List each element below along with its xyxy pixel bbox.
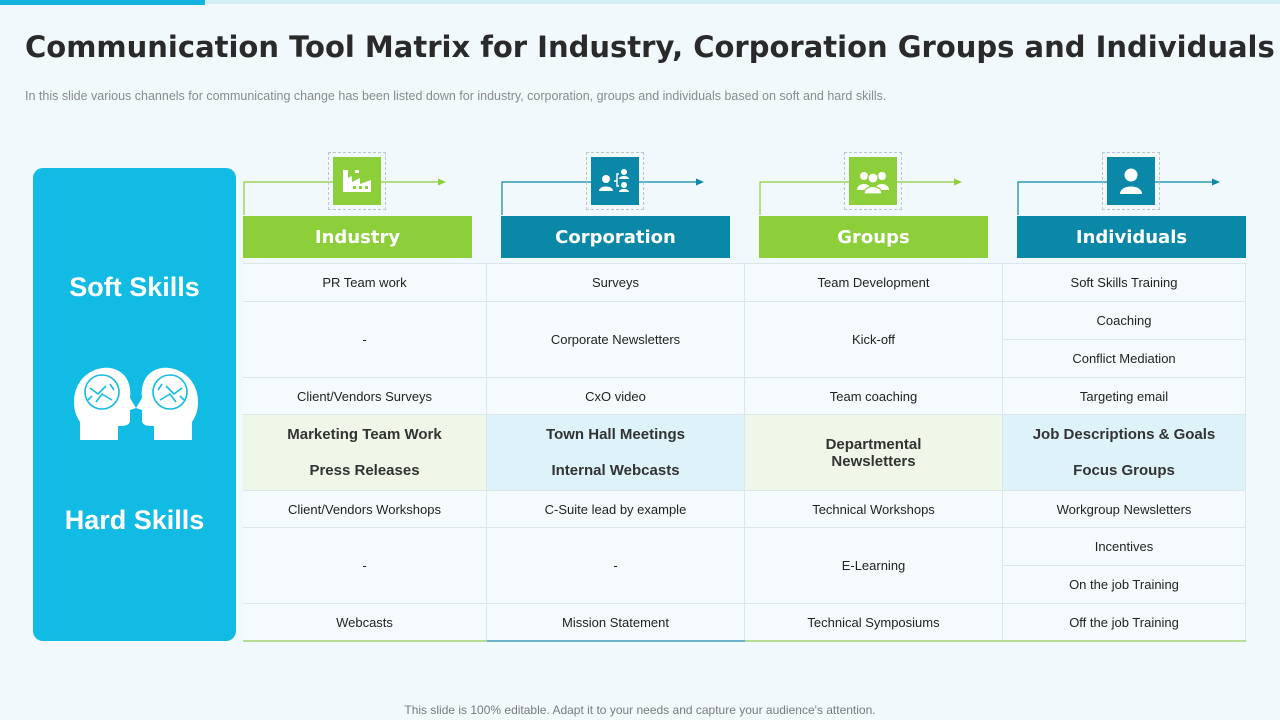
highlight-line: Press Releases [309, 462, 420, 479]
table-cell: Webcasts [243, 604, 487, 641]
table-cell: Team coaching [745, 378, 1003, 415]
group-icon [857, 172, 889, 195]
brain-heads-icon [74, 367, 198, 440]
highlight-cell: Job Descriptions & Goals Focus Groups [1003, 415, 1246, 491]
hard-skills-label: Hard Skills [64, 505, 205, 535]
column-header-groups: Groups [759, 216, 988, 258]
highlight-line: Internal Webcasts [551, 462, 680, 479]
table-cell: Surveys [487, 264, 745, 302]
highlight-line: Newsletters [831, 452, 916, 470]
industry-bottom-line [243, 640, 487, 642]
highlight-line: Departmental [825, 435, 922, 453]
highlight-line: Focus Groups [1073, 462, 1175, 479]
factory-icon [343, 170, 371, 192]
top-bar [0, 0, 1280, 4]
table-cell: PR Team work [243, 264, 487, 302]
highlight-line: Job Descriptions & Goals [1032, 426, 1216, 443]
industry-icon-frame [328, 152, 386, 210]
table-cell: E-Learning [745, 528, 1003, 604]
table-cell: Corporate Newsletters [487, 302, 745, 378]
individuals-icon-frame [1102, 152, 1160, 210]
table-cell: Targeting email [1003, 378, 1246, 415]
top-bar-accent [0, 0, 205, 5]
skills-panel: Soft Skills Hard Skills [33, 168, 236, 641]
corporation-icon-frame [586, 152, 644, 210]
table-cell: - [243, 302, 487, 378]
table-cell: On the job Training [1003, 566, 1246, 604]
table-cell: - [487, 528, 745, 604]
table-cell: Soft Skills Training [1003, 264, 1246, 302]
individuals-bottom-line [1003, 640, 1246, 642]
table-cell: Technical Workshops [745, 491, 1003, 528]
column-header-corporation: Corporation [501, 216, 730, 258]
highlight-line: Town Hall Meetings [546, 426, 685, 443]
column-header-individuals: Individuals [1017, 216, 1246, 258]
table-cell: - [243, 528, 487, 604]
groups-icon-frame [844, 152, 902, 210]
page-title: Communication Tool Matrix for Industry, … [25, 30, 1275, 64]
table-cell: Coaching [1003, 302, 1246, 340]
table-cell: Incentives [1003, 528, 1246, 566]
highlight-line: Marketing Team Work [287, 426, 442, 443]
table-cell: Kick-off [745, 302, 1003, 378]
footer-note: This slide is 100% editable. Adapt it to… [404, 703, 876, 717]
table-cell: Client/Vendors Workshops [243, 491, 487, 528]
table-cell: Technical Symposiums [745, 604, 1003, 641]
table-cell: Off the job Training [1003, 604, 1246, 641]
column-header-industry: Industry [243, 216, 472, 258]
user-icon [1120, 168, 1142, 194]
highlight-cell: Town Hall Meetings Internal Webcasts [487, 415, 745, 491]
soft-skills-label: Soft Skills [69, 272, 200, 302]
page-subtitle: In this slide various channels for commu… [25, 89, 887, 103]
corporation-bottom-line [487, 640, 745, 642]
highlight-cell: Marketing Team Work Press Releases [243, 415, 487, 491]
table-cell: Workgroup Newsletters [1003, 491, 1246, 528]
table-cell: Mission Statement [487, 604, 745, 641]
groups-bottom-line [745, 640, 1003, 642]
table-cell: Team Development [745, 264, 1003, 302]
table-cell: Conflict Mediation [1003, 340, 1246, 378]
org-chart-icon [599, 169, 629, 192]
table-cell: CxO video [487, 378, 745, 415]
table-cell: Client/Vendors Surveys [243, 378, 487, 415]
highlight-cell: Departmental Newsletters [745, 415, 1003, 491]
table-cell: C-Suite lead by example [487, 491, 745, 528]
